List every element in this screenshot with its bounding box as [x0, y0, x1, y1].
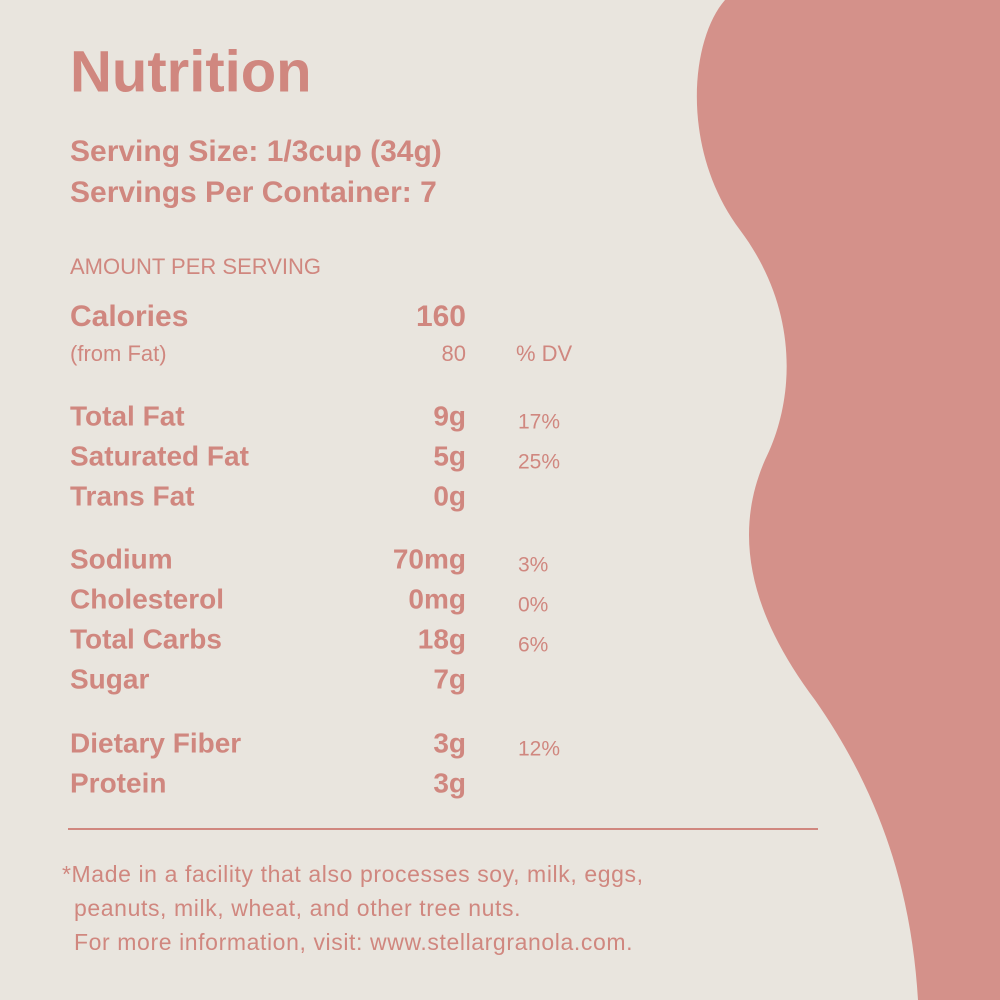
servings-per-container: Servings Per Container: 7	[70, 176, 437, 209]
serving-size: Serving Size: 1/3cup (34g)	[70, 135, 442, 168]
nutrient-amount: 0mg	[408, 583, 466, 614]
nutrient-dv: 0%	[518, 594, 548, 617]
nutrient-name: Protein	[70, 767, 166, 798]
nutrient-name: Total Carbs	[70, 623, 222, 654]
nutrient-amount: 3g	[433, 727, 466, 758]
nutrient-amount: 7g	[433, 663, 466, 694]
title: Nutrition	[70, 39, 312, 104]
from-fat-label: (from Fat)	[70, 341, 167, 366]
nutrient-dv: 25%	[518, 451, 560, 474]
nutrient-amount: 18g	[418, 623, 466, 654]
nutrient-amount: 0g	[433, 480, 466, 511]
nutrient-amount: 9g	[433, 400, 466, 431]
nutrient-name: Cholesterol	[70, 583, 224, 614]
nutrient-amount: 5g	[433, 440, 466, 471]
footnote-line: peanuts, milk, wheat, and other tree nut…	[74, 895, 521, 921]
nutrient-amount: 3g	[433, 767, 466, 798]
nutrient-name: Sodium	[70, 543, 173, 574]
nutrient-name: Dietary Fiber	[70, 727, 241, 758]
calories-label: Calories	[70, 300, 188, 333]
footnote-line: *Made in a facility that also processes …	[62, 861, 644, 887]
wave-decoration	[696, 0, 1000, 1000]
nutrient-amount: 70mg	[393, 543, 466, 574]
from-fat-value: 80	[442, 341, 466, 366]
footnote: *Made in a facility that also processes …	[62, 861, 644, 955]
footnote-line: For more information, visit: www.stellar…	[74, 929, 633, 955]
nutrient-name: Trans Fat	[70, 480, 194, 511]
dv-header: % DV	[516, 341, 573, 366]
nutrient-dv: 6%	[518, 634, 548, 657]
amount-header: AMOUNT PER SERVING	[70, 254, 321, 279]
nutrient-name: Sugar	[70, 663, 149, 694]
nutrient-dv: 3%	[518, 554, 548, 577]
nutrient-name: Total Fat	[70, 400, 185, 431]
nutrient-dv: 17%	[518, 411, 560, 434]
nutrient-name: Saturated Fat	[70, 440, 249, 471]
calories-value: 160	[416, 300, 466, 333]
nutrient-dv: 12%	[518, 738, 560, 761]
